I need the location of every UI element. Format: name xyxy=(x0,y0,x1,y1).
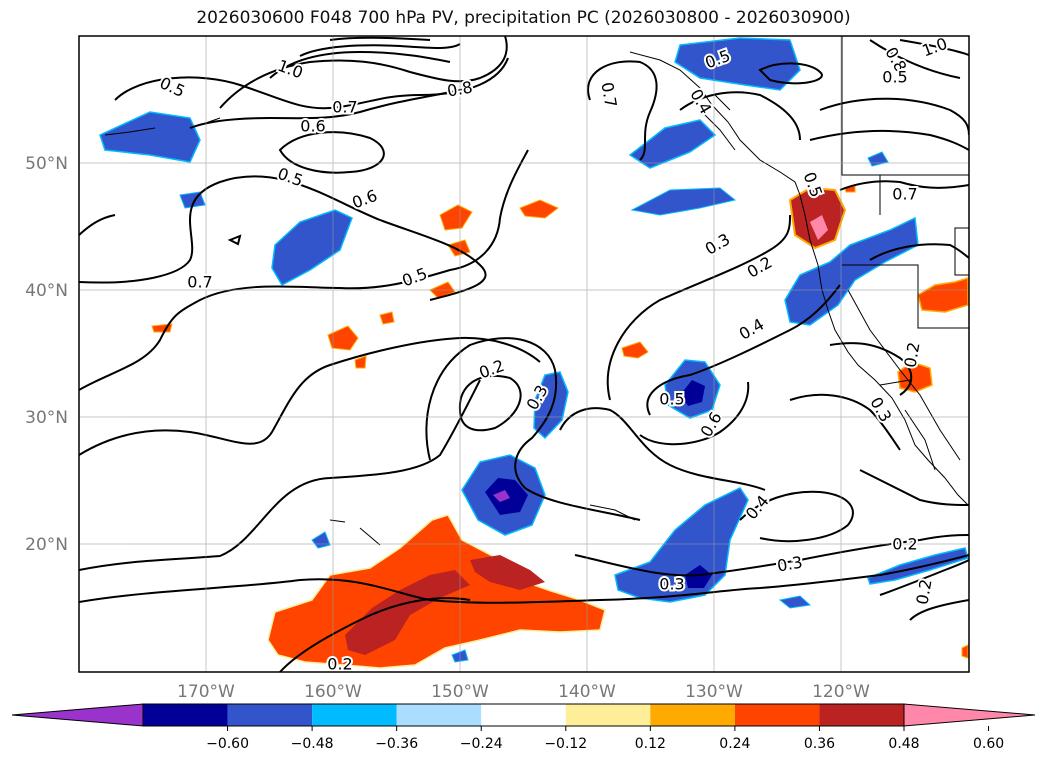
colorbar-segment xyxy=(312,704,397,726)
colorbar-segment xyxy=(565,704,651,726)
lon-label: 130°W xyxy=(685,682,743,702)
colorbar-tick-label: −0.12 xyxy=(544,736,587,752)
colorbar-frame xyxy=(142,703,905,727)
lon-axis-labels: 170°W 160°W 150°W 140°W 130°W 120°W xyxy=(177,682,870,702)
lon-label: 170°W xyxy=(177,682,235,702)
contour-label: 0.5 xyxy=(659,390,684,409)
lat-axis-labels: 50°N 40°N 30°N 20°N xyxy=(25,154,68,555)
lat-label: 40°N xyxy=(25,281,68,301)
pv-contours xyxy=(79,36,969,672)
contour-label: 0.2 xyxy=(892,535,917,554)
contour-label: 0.2 xyxy=(327,655,352,674)
contour-label: 0.5 xyxy=(882,68,907,87)
colorbar-tick-label: 0.48 xyxy=(888,736,919,752)
colorbar-extend-low xyxy=(11,703,144,727)
colorbar-tick-label: 0.36 xyxy=(804,736,835,752)
lon-label: 160°W xyxy=(304,682,362,702)
colorbar-segment xyxy=(481,704,566,726)
colorbar-tick-label: −0.48 xyxy=(291,736,334,752)
lon-label: 120°W xyxy=(812,682,870,702)
colorbar-tick-label: −0.24 xyxy=(460,736,503,752)
lon-label: 150°W xyxy=(431,682,489,702)
lat-label: 20°N xyxy=(25,535,68,555)
figure-title: 2026030600 F048 700 hPa PV, precipitatio… xyxy=(196,8,851,28)
colorbar-segment xyxy=(396,704,482,726)
colorbar-segment xyxy=(650,704,735,726)
colorbar-tick-label: −0.60 xyxy=(206,736,249,752)
lat-label: 50°N xyxy=(25,154,68,174)
precip-negative-areas xyxy=(99,37,969,663)
contour-label: 0.6 xyxy=(300,117,325,136)
colorbar-segment xyxy=(734,704,820,726)
colorbar-segment xyxy=(143,704,228,726)
map-background xyxy=(79,36,969,672)
contour-label: 0.7 xyxy=(187,273,212,292)
contour-label: 0.7 xyxy=(332,98,357,117)
contour-label: 0.3 xyxy=(659,575,684,594)
colorbar-tick-label: 0.60 xyxy=(973,736,1004,752)
lon-label: 140°W xyxy=(558,682,616,702)
colorbar-segment xyxy=(227,704,313,726)
colorbar-tick-label: 0.12 xyxy=(635,736,666,752)
colorbar-tick-label: −0.36 xyxy=(375,736,418,752)
lat-label: 30°N xyxy=(25,408,68,428)
graticule xyxy=(79,36,969,672)
colorbar-segment xyxy=(819,704,904,726)
colorbar-tick-label: 0.24 xyxy=(719,736,750,752)
map-frame xyxy=(78,35,970,673)
colorbar: −0.60 −0.48 −0.36 −0.24 −0.12 0.12 0.24 0.36 0.4… xyxy=(11,703,1036,752)
contour-label: 0.7 xyxy=(892,185,917,204)
colorbar-extend-high xyxy=(903,703,1036,727)
